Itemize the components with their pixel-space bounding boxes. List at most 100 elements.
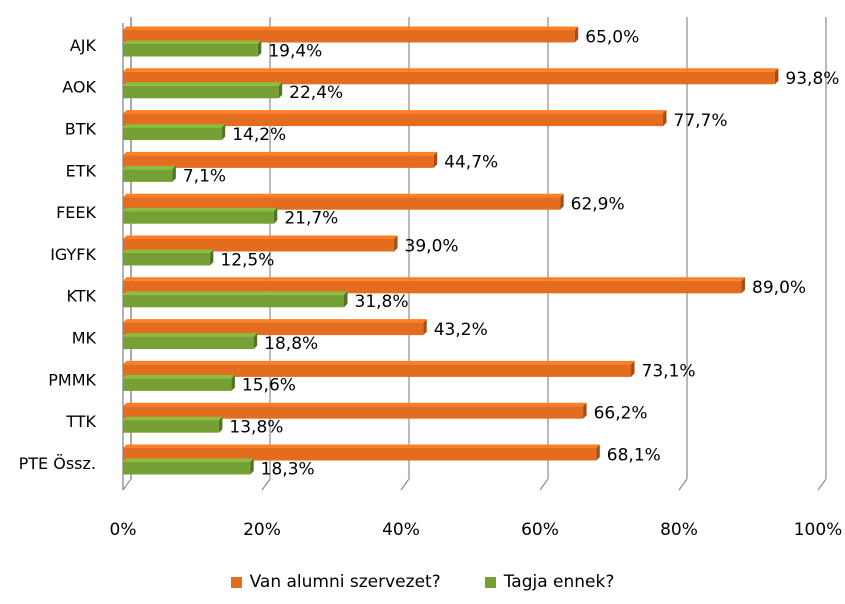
data-label-s2-9: 13,8% xyxy=(229,417,283,437)
bar-top-s2-10 xyxy=(123,458,254,462)
bar-top-s1-6 xyxy=(123,277,746,281)
bar-top-s1-0 xyxy=(123,26,579,30)
bar-s1-0 xyxy=(123,30,575,43)
bar-end-s2-0 xyxy=(257,40,262,57)
data-label-s1-2: 77,7% xyxy=(674,111,728,131)
bar-top-s2-9 xyxy=(123,416,223,421)
bar-s1-8 xyxy=(123,364,632,377)
data-label-s1-7: 43,2% xyxy=(434,320,488,340)
category-label-5: IGYFK xyxy=(50,245,96,264)
gridline-floor-0 xyxy=(122,478,132,491)
data-label-s1-6: 89,0% xyxy=(752,278,806,298)
bar-end-s1-0 xyxy=(574,26,579,43)
legend-item-series-2: Tagja ennek? xyxy=(484,572,615,592)
category-label-2: BTK xyxy=(65,120,97,139)
data-label-s1-10: 68,1% xyxy=(607,445,661,465)
bar-s1-1 xyxy=(123,71,775,85)
x-tick-label-0: 0% xyxy=(110,520,137,540)
bar-end-s2-9 xyxy=(218,416,223,433)
data-label-s1-3: 44,7% xyxy=(444,153,498,173)
bar-s2-0 xyxy=(123,44,258,57)
bar-s2-4 xyxy=(123,211,274,224)
bar-end-s1-5 xyxy=(394,235,398,252)
bar-top-s1-3 xyxy=(123,151,438,156)
category-label-9: TTK xyxy=(65,412,96,431)
bar-top-s1-1 xyxy=(123,68,779,72)
bar-end-s1-7 xyxy=(423,319,427,336)
bar-end-s2-4 xyxy=(273,207,278,224)
data-label-s2-10: 18,3% xyxy=(261,459,315,479)
bar-end-s1-2 xyxy=(663,110,667,127)
data-label-s2-6: 31,8% xyxy=(355,292,409,312)
bar-top-s2-7 xyxy=(123,333,258,337)
bar-end-s2-1 xyxy=(278,82,283,99)
bar-s1-2 xyxy=(123,113,664,127)
data-label-s2-1: 22,4% xyxy=(289,83,343,103)
bar-s2-5 xyxy=(123,253,210,266)
category-label-3: ETK xyxy=(66,161,97,180)
category-label-1: AOK xyxy=(62,78,96,97)
gridline-floor-5 xyxy=(817,478,827,491)
legend-label-series-2: Tagja ennek? xyxy=(503,572,615,592)
category-label-10: PTE Össz. xyxy=(19,454,96,473)
bar-end-s2-5 xyxy=(209,249,214,266)
x-tick-label-5: 100% xyxy=(794,520,843,540)
data-label-s2-0: 19,4% xyxy=(268,41,322,61)
data-label-s2-5: 12,5% xyxy=(220,250,274,270)
bar-end-s1-3 xyxy=(433,151,438,168)
legend-item-series-1: Van alumni szervezet? xyxy=(230,572,441,592)
category-label-8: PMMK xyxy=(48,370,96,389)
data-label-s1-1: 93,8% xyxy=(785,69,839,89)
bar-end-s2-10 xyxy=(250,458,254,475)
data-label-s2-7: 18,8% xyxy=(264,334,318,354)
bar-end-s1-6 xyxy=(741,277,746,294)
bar-top-s1-10 xyxy=(123,444,600,448)
data-label-s2-2: 14,2% xyxy=(232,125,286,145)
bar-top-s2-2 xyxy=(123,124,226,128)
gridline-floor-1 xyxy=(261,478,271,491)
legend-swatch-series-1 xyxy=(230,576,242,588)
bar-top-s1-2 xyxy=(123,110,667,114)
gridline-floor-3 xyxy=(539,478,549,491)
bar-s2-7 xyxy=(123,336,254,350)
bar-top-s2-8 xyxy=(123,374,235,379)
legend-swatch-series-2 xyxy=(484,576,496,588)
bar-top-s1-5 xyxy=(123,235,398,239)
x-tick-label-3: 60% xyxy=(521,520,559,540)
data-label-s2-4: 21,7% xyxy=(284,208,338,228)
data-label-s1-5: 39,0% xyxy=(405,236,459,256)
legend: Van alumni szervezet? Tagja ennek? xyxy=(0,568,845,596)
bar-s2-3 xyxy=(123,169,173,182)
gridline-floor-2 xyxy=(400,478,410,491)
bar-s1-3 xyxy=(123,155,434,168)
data-label-s1-8: 73,1% xyxy=(642,362,696,382)
bar-s1-4 xyxy=(123,197,561,210)
bar-s2-8 xyxy=(123,378,232,391)
bar-end-s2-3 xyxy=(172,165,176,182)
bar-end-s1-8 xyxy=(631,360,635,377)
bar-s2-9 xyxy=(123,420,219,433)
bar-top-s1-7 xyxy=(123,319,427,323)
bar-top-s1-9 xyxy=(123,402,587,407)
bar-s1-6 xyxy=(123,280,742,294)
bar-s1-5 xyxy=(123,239,395,252)
category-label-6: KTK xyxy=(66,287,96,306)
bar-top-s2-3 xyxy=(123,165,176,170)
bar-end-s2-7 xyxy=(253,333,258,350)
bar-end-s2-6 xyxy=(344,291,348,308)
bar-s1-10 xyxy=(123,448,597,461)
category-label-4: FEEK xyxy=(56,203,96,222)
bar-top-s2-5 xyxy=(123,249,214,253)
bar-end-s2-2 xyxy=(221,124,226,141)
x-tick-label-1: 20% xyxy=(243,520,281,540)
bar-s2-6 xyxy=(123,294,345,308)
legend-label-series-1: Van alumni szervezet? xyxy=(249,572,441,592)
x-tick-label-4: 80% xyxy=(660,520,698,540)
bar-top-s1-4 xyxy=(123,193,564,198)
bar-s2-2 xyxy=(123,127,222,141)
bar-top-s1-8 xyxy=(123,360,635,365)
bar-end-s1-1 xyxy=(774,68,779,85)
category-label-7: MK xyxy=(72,329,97,348)
bar-end-s1-9 xyxy=(583,402,587,419)
